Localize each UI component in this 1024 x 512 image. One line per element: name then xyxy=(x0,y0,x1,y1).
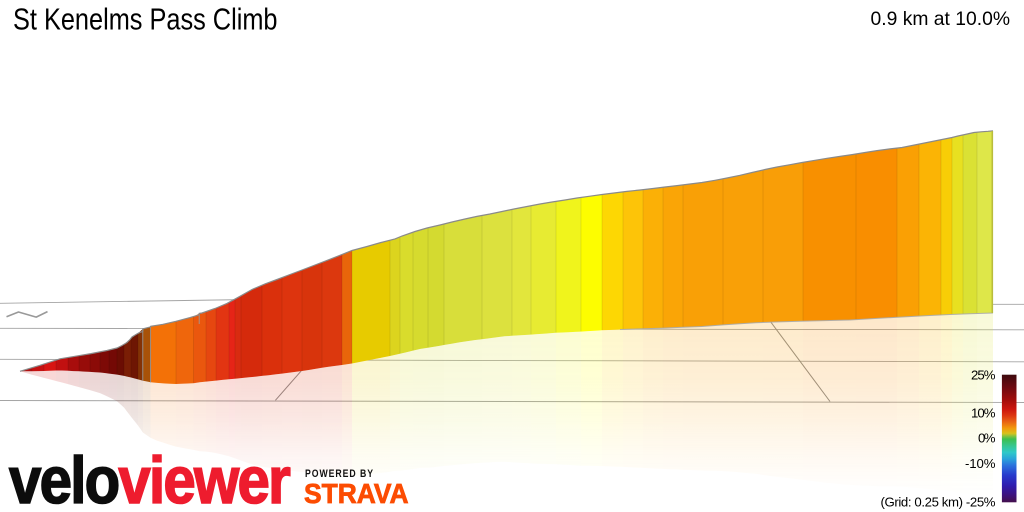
svg-text:25%: 25% xyxy=(971,368,996,383)
svg-text:0%: 0% xyxy=(978,431,996,446)
svg-text:veloviewer: veloviewer xyxy=(9,443,290,512)
svg-text:10%: 10% xyxy=(971,406,996,421)
svg-text:0.9 km at 10.0%: 0.9 km at 10.0% xyxy=(871,8,1011,30)
svg-text:STRAVA: STRAVA xyxy=(304,478,409,509)
svg-text:POWERED BY: POWERED BY xyxy=(305,468,374,480)
svg-text:St Kenelms Pass Climb: St Kenelms Pass Climb xyxy=(13,3,278,37)
svg-text:-10%: -10% xyxy=(965,456,996,471)
svg-text:(Grid: 0.25 km) -25%: (Grid: 0.25 km) -25% xyxy=(881,495,996,510)
